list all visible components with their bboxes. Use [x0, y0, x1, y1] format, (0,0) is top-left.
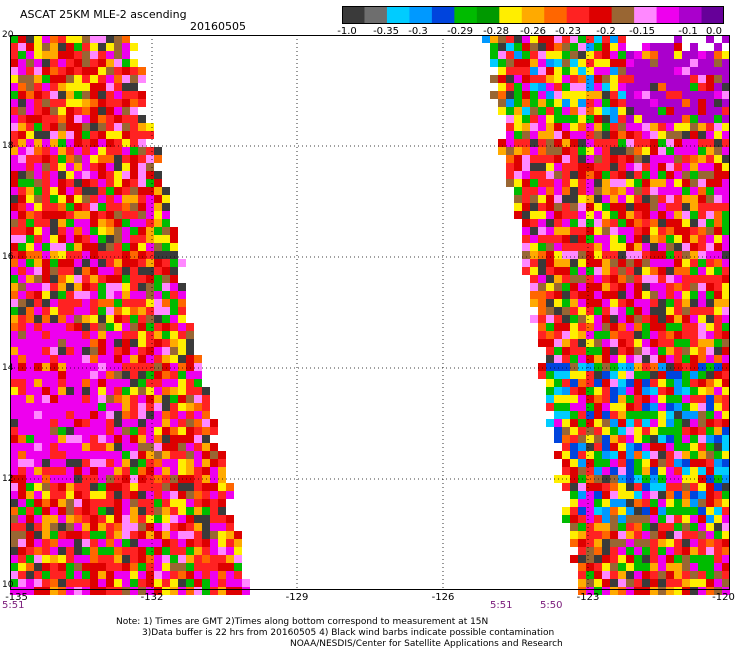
note-line-3: NOAA/NESDIS/Center for Satellite Applica… — [290, 639, 563, 649]
longitude-label: -123 — [576, 592, 600, 603]
plot-frame — [10, 35, 730, 590]
colorbar-swatch — [521, 6, 545, 24]
map-title: ASCAT 25KM MLE-2 ascending — [20, 8, 187, 21]
colorbar-border — [342, 6, 724, 24]
colorbar-label: 0.0 — [706, 26, 722, 37]
latitude-label: 10 — [2, 580, 14, 590]
colorbar-swatch — [342, 6, 365, 24]
colorbar-swatch — [386, 6, 410, 24]
map-date: 20160505 — [190, 20, 246, 33]
latitude-label: 16 — [2, 252, 14, 262]
colorbar-swatch — [454, 6, 478, 24]
swath-cells — [10, 35, 730, 595]
colorbar-swatch — [611, 6, 635, 24]
colorbar-swatch — [409, 6, 433, 24]
colorbar-label: -1.0 — [337, 26, 357, 37]
note-line-1: Note: 1) Times are GMT 2)Times along bot… — [116, 617, 489, 627]
colorbar-label: -0.35 — [373, 26, 399, 37]
colorbar-label: -0.3 — [408, 26, 428, 37]
time-right: 5:50 — [540, 600, 563, 611]
colorbar-label: -0.26 — [520, 26, 546, 37]
longitude-label: -129 — [285, 592, 309, 603]
colorbar-swatch — [656, 6, 680, 24]
longitude-label: -126 — [431, 592, 455, 603]
longitude-label: -120 — [712, 592, 735, 603]
latitude-label: 18 — [2, 141, 14, 151]
colorbar-label: -0.15 — [629, 26, 655, 37]
time-left: 5:51 — [2, 600, 25, 611]
colorbar-label: -0.29 — [447, 26, 473, 37]
colorbar-swatch — [431, 6, 455, 24]
longitude-label: -132 — [140, 592, 164, 603]
colorbar-label: -0.2 — [596, 26, 616, 37]
longitude-label: -135 — [5, 592, 28, 603]
colorbar-swatch — [701, 6, 724, 24]
colorbar-label: -0.1 — [678, 26, 698, 37]
graticule — [10, 35, 730, 590]
colorbar — [342, 6, 724, 24]
colorbar-swatch — [679, 6, 703, 24]
colorbar-swatch — [476, 6, 500, 24]
colorbar-label: -0.23 — [555, 26, 581, 37]
latitude-label: 12 — [2, 474, 14, 484]
note-line-2: 3)Data buffer is 22 hrs from 20160505 4)… — [142, 628, 555, 638]
colorbar-swatch — [566, 6, 590, 24]
colorbar-swatch — [544, 6, 568, 24]
colorbar-swatch — [364, 6, 388, 24]
colorbar-label: -0.28 — [483, 26, 509, 37]
colorbar-swatch — [634, 6, 658, 24]
latitude-label: 20 — [2, 30, 14, 40]
colorbar-swatch — [499, 6, 523, 24]
time-mid: 5:51 — [490, 600, 513, 611]
latitude-label: 14 — [2, 363, 14, 373]
colorbar-swatch — [589, 6, 613, 24]
